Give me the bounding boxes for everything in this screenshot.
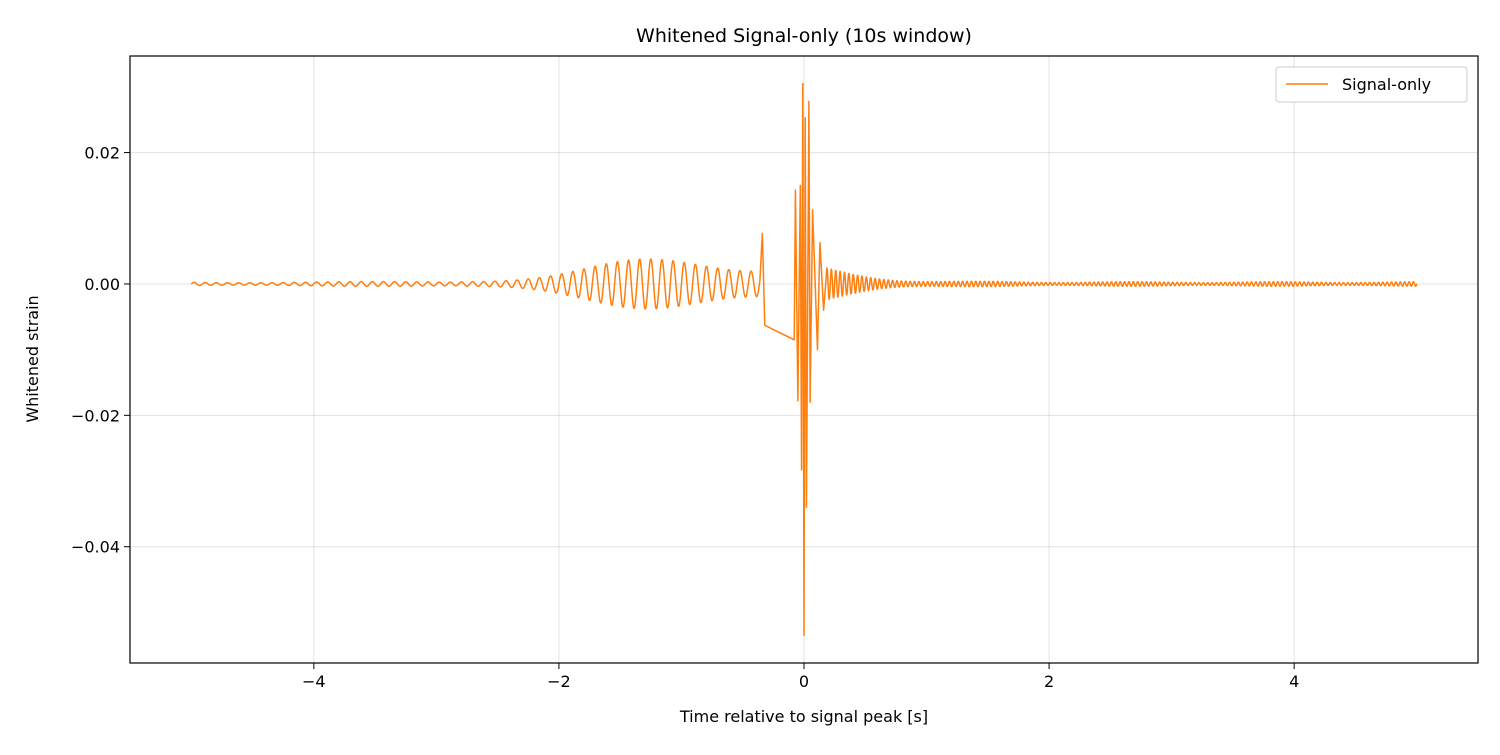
y-tick-label: 0.00	[84, 275, 120, 294]
legend-box	[1275, 66, 1468, 103]
series-layer	[190, 82, 1418, 637]
x-tick-label: −2	[547, 672, 571, 691]
x-tick-label: −4	[302, 672, 326, 691]
legend: Signal-only	[1275, 66, 1468, 103]
chart-title: Whitened Signal-only (10s window)	[636, 25, 972, 47]
x-tick-label: 2	[1044, 672, 1054, 691]
x-tick-label: 0	[799, 672, 809, 691]
y-tick-label: −0.04	[71, 538, 120, 557]
y-tick-label: 0.02	[84, 144, 120, 163]
axis-ticks: −4 −2 0 2 4 0.02 0.00 −0.02 −0.04	[71, 144, 1299, 691]
series-line-signal-only	[190, 82, 1418, 637]
x-axis-label: Time relative to signal peak [s]	[679, 707, 928, 726]
y-axis-label: Whitened strain	[23, 295, 42, 422]
legend-series-label: Signal-only	[1342, 75, 1431, 94]
x-tick-label: 4	[1289, 672, 1299, 691]
y-tick-label: −0.02	[71, 406, 120, 425]
